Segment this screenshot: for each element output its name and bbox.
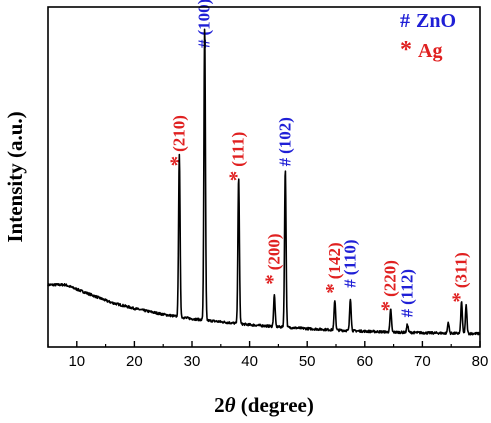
x-tick-label: 80 — [472, 353, 489, 370]
xrd-pattern-line — [47, 28, 481, 336]
peak-hkl: (311) — [452, 252, 471, 288]
peak-symbol: # — [340, 279, 359, 288]
peak-symbol: # — [397, 308, 416, 317]
peak-hkl: (220) — [381, 260, 400, 297]
x-axis-label: 2θ (degree) — [214, 393, 314, 417]
peak-label: * (311) — [448, 252, 472, 302]
x-tick-label: 10 — [68, 353, 85, 370]
peak-label-text: * (311) — [448, 252, 472, 302]
x-tick-label: 70 — [414, 353, 431, 370]
peak-symbol: * — [260, 274, 284, 285]
peak-label-text: * (142) — [321, 242, 345, 293]
y-axis-label: Intensity (a.u.) — [3, 111, 27, 242]
x-tick-label: 60 — [356, 353, 373, 370]
legend-symbol: # — [400, 10, 410, 32]
peak-label-text: * (111) — [225, 132, 249, 181]
peak-label: * (142) — [321, 242, 345, 293]
peak-hkl: (100) — [195, 0, 214, 36]
legend-label: ZnO — [416, 10, 456, 32]
x-axis-label-suffix: (degree) — [236, 393, 314, 417]
peak-label: * (200) — [260, 233, 284, 284]
peak-hkl: (142) — [325, 242, 344, 279]
legend-entry: * Ag — [400, 37, 442, 63]
x-tick-label: 20 — [126, 353, 143, 370]
peak-symbol: * — [448, 292, 472, 303]
peak-label-text: * (220) — [377, 260, 401, 311]
peak-label-text: * (210) — [165, 115, 189, 166]
legend: # ZnO* Ag — [400, 10, 456, 63]
peak-hkl: (112) — [397, 269, 416, 305]
peak-symbol: * — [225, 171, 249, 182]
peak-hkl: (110) — [340, 239, 359, 275]
x-axis-ticks: 10 20 30 40 50 60 70 80 — [47, 341, 489, 370]
x-axis-label-prefix: 2 — [214, 393, 225, 417]
peak-label-text: # (110) — [340, 239, 359, 287]
peak-label: * (210) — [165, 115, 189, 166]
peak-hkl: (102) — [275, 117, 294, 154]
peak-label: * (111) — [225, 132, 249, 181]
x-axis-label-theta: θ — [225, 393, 236, 417]
peak-label: # (112) — [397, 269, 416, 317]
peak-symbol: * — [377, 301, 401, 312]
x-tick-label: 40 — [241, 353, 258, 370]
peak-hkl: (200) — [264, 233, 283, 270]
peak-label-text: # (112) — [397, 269, 416, 317]
legend-entry: # ZnO — [400, 10, 456, 32]
peak-label-text: * (200) — [260, 233, 284, 284]
peak-hkl: (210) — [169, 115, 188, 152]
x-tick-label: 30 — [184, 353, 201, 370]
peak-symbol: * — [165, 156, 189, 167]
peak-label: # (110) — [340, 239, 359, 287]
peak-label-layer: *(210)#(100)*(111)*(200)#(102)*(142)#(11… — [165, 0, 471, 317]
legend-symbol: * — [400, 37, 412, 63]
plot-frame — [47, 6, 481, 348]
x-tick-label: 50 — [299, 353, 316, 370]
peak-label: * (220) — [377, 260, 401, 311]
peak-label: # (102) — [275, 117, 294, 166]
peak-label-text: # (102) — [275, 117, 294, 166]
legend-label: Ag — [418, 40, 442, 62]
peak-hkl: (111) — [229, 132, 248, 167]
peak-symbol: * — [321, 283, 345, 294]
peak-symbol: # — [275, 157, 294, 166]
